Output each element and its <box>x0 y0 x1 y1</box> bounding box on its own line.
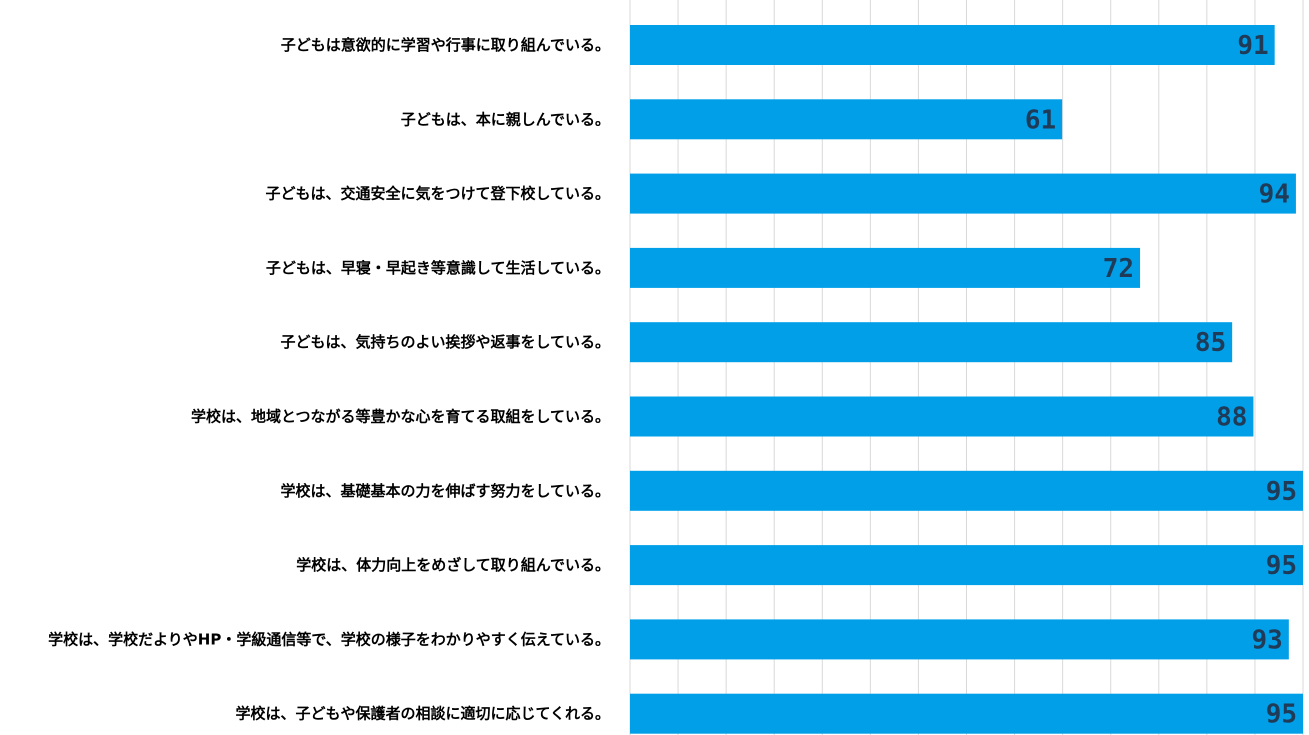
bar <box>630 25 1275 65</box>
category-label: 学校は、学校だよりやHP・学級通信等で、学校の様子をわかりやすく伝えている。 <box>48 630 610 648</box>
bar-row: 子どもは意欲的に学習や行事に取り組んでいる。 91 <box>281 25 1275 65</box>
bar-row: 子どもは、本に親しんでいる。 61 <box>401 99 1063 140</box>
bar <box>630 396 1254 437</box>
bar-row: 子どもは、気持ちのよい挨拶や返事をしている。 85 <box>280 322 1233 363</box>
bar-row: 学校は、体力向上をめざして取り組んでいる。 95 <box>296 545 1303 586</box>
data-label: 88 <box>1216 403 1247 433</box>
bar-row: 学校は、学校だよりやHP・学級通信等で、学校の様子をわかりやすく伝えている。 93 <box>48 619 1289 660</box>
data-label: 95 <box>1266 551 1297 581</box>
bar <box>630 322 1233 363</box>
data-label: 95 <box>1266 477 1297 507</box>
bar <box>630 470 1303 511</box>
bar <box>630 247 1141 288</box>
bar-row: 学校は、子どもや保護者の相談に適切に応じてくれる。 95 <box>235 693 1303 734</box>
category-label: 子どもは、気持ちのよい挨拶や返事をしている。 <box>280 333 610 351</box>
bar-row: 子どもは、早寝・早起き等意識して生活している。 72 <box>266 247 1141 288</box>
category-label: 学校は、子どもや保護者の相談に適切に応じてくれる。 <box>235 705 610 723</box>
category-label: 子どもは、交通安全に気をつけて登下校している。 <box>265 185 610 203</box>
data-label: 91 <box>1237 31 1268 61</box>
category-label: 学校は、体力向上をめざして取り組んでいる。 <box>296 556 610 574</box>
bar-row: 学校は、地域とつながる等豊かな心を育てる取組をしている。 88 <box>191 396 1254 437</box>
category-label: 学校は、地域とつながる等豊かな心を育てる取組をしている。 <box>191 408 610 426</box>
category-label: 子どもは、本に親しんでいる。 <box>401 110 610 128</box>
data-label: 95 <box>1266 700 1297 730</box>
data-label: 72 <box>1103 254 1134 284</box>
bar-row: 子どもは、交通安全に気をつけて登下校している。 94 <box>265 173 1296 214</box>
bar <box>630 99 1063 140</box>
bar-row: 学校は、基礎基本の力を伸ばす努力をしている。 95 <box>280 470 1303 511</box>
bar <box>630 693 1303 734</box>
bar <box>630 619 1289 660</box>
category-label: 子どもは意欲的に学習や行事に取り組んでいる。 <box>281 36 610 54</box>
category-label: 子どもは、早寝・早起き等意識して生活している。 <box>266 259 610 277</box>
data-label: 94 <box>1259 180 1290 210</box>
bar <box>630 173 1296 214</box>
bar <box>630 545 1303 586</box>
data-label: 61 <box>1025 105 1056 135</box>
category-label: 学校は、基礎基本の力を伸ばす努力をしている。 <box>280 482 610 500</box>
data-label: 93 <box>1252 625 1283 655</box>
data-label: 85 <box>1195 328 1226 358</box>
